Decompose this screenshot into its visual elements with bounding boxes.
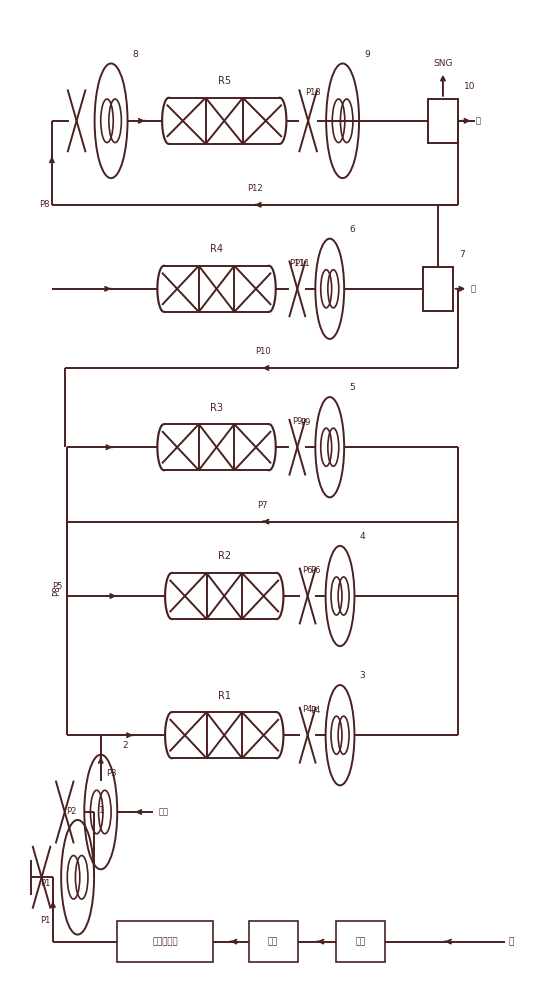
Bar — [428, 99, 458, 143]
Text: P9: P9 — [292, 417, 302, 426]
Bar — [249, 921, 297, 962]
Text: 气化: 气化 — [355, 937, 366, 946]
Text: P8: P8 — [52, 586, 61, 596]
Text: 煤: 煤 — [509, 937, 514, 946]
Text: 水: 水 — [471, 284, 476, 293]
Text: P13: P13 — [305, 88, 321, 97]
Text: 4: 4 — [360, 532, 365, 541]
Text: 脱硫: 脱硫 — [268, 937, 278, 946]
Text: P10: P10 — [255, 347, 271, 356]
Text: 煤制气装置: 煤制气装置 — [152, 937, 178, 946]
Text: 2: 2 — [122, 741, 128, 750]
Text: 水: 水 — [476, 116, 481, 125]
Text: 蒸汽: 蒸汽 — [159, 808, 168, 816]
Text: P4: P4 — [310, 706, 321, 715]
Text: 10: 10 — [464, 82, 475, 91]
Text: P11: P11 — [295, 259, 310, 268]
Text: 9: 9 — [364, 50, 370, 59]
Text: R4: R4 — [210, 244, 223, 254]
Text: P12: P12 — [247, 184, 263, 193]
Bar — [423, 267, 453, 311]
Text: P9: P9 — [300, 418, 310, 427]
Text: P1: P1 — [40, 916, 50, 925]
Text: P8: P8 — [39, 200, 49, 209]
Text: P11: P11 — [289, 259, 305, 268]
Bar — [117, 921, 213, 962]
Text: 8: 8 — [133, 50, 138, 59]
Text: P5: P5 — [52, 582, 62, 591]
Text: R1: R1 — [218, 691, 231, 701]
Text: 1: 1 — [99, 806, 105, 815]
Text: 5: 5 — [349, 383, 355, 392]
Text: R2: R2 — [218, 551, 231, 561]
Text: P2: P2 — [66, 808, 77, 816]
Text: SNG: SNG — [433, 59, 453, 68]
Text: P7: P7 — [258, 501, 268, 510]
Bar — [336, 921, 385, 962]
Text: R3: R3 — [210, 403, 223, 413]
Text: P6: P6 — [302, 566, 313, 575]
Text: P3: P3 — [106, 769, 116, 778]
Text: P1: P1 — [40, 880, 50, 888]
Text: 6: 6 — [349, 225, 355, 234]
Text: R5: R5 — [218, 76, 231, 86]
Text: P6: P6 — [310, 566, 321, 575]
Text: 7: 7 — [459, 250, 465, 259]
Text: 3: 3 — [360, 671, 366, 680]
Text: P4: P4 — [302, 705, 313, 714]
